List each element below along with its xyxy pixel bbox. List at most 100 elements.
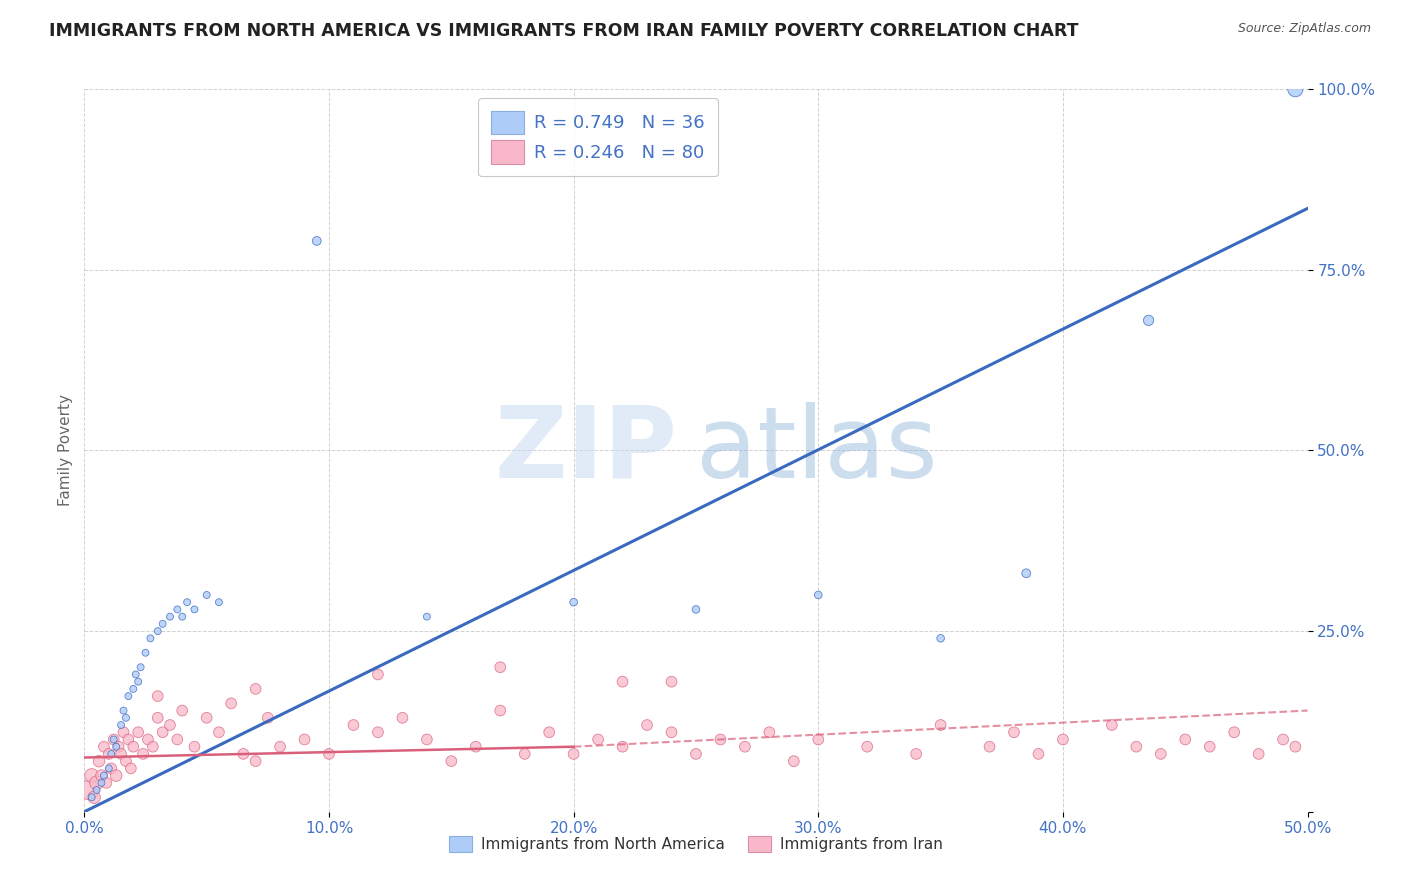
Point xyxy=(538,725,561,739)
Point xyxy=(83,790,105,805)
Point xyxy=(318,747,340,761)
Point xyxy=(636,718,658,732)
Point xyxy=(257,711,280,725)
Point xyxy=(1247,747,1270,761)
Point xyxy=(142,739,165,754)
Point xyxy=(1284,739,1306,754)
Point xyxy=(159,609,181,624)
Point xyxy=(562,595,585,609)
Point xyxy=(117,689,139,703)
Text: ZIP: ZIP xyxy=(495,402,678,499)
Text: Source: ZipAtlas.com: Source: ZipAtlas.com xyxy=(1237,22,1371,36)
Point xyxy=(758,725,780,739)
Point xyxy=(342,718,364,732)
Point xyxy=(1284,82,1306,96)
Point xyxy=(139,632,162,646)
Point xyxy=(489,704,512,718)
Point xyxy=(125,667,148,681)
Point xyxy=(159,718,181,732)
Point xyxy=(807,732,830,747)
Point xyxy=(115,754,138,768)
Point xyxy=(127,674,149,689)
Point xyxy=(1150,747,1173,761)
Point xyxy=(1272,732,1295,747)
Point xyxy=(112,704,135,718)
Point xyxy=(103,732,125,747)
Point xyxy=(807,588,830,602)
Point xyxy=(135,646,157,660)
Point xyxy=(208,595,231,609)
Point xyxy=(93,739,115,754)
Point xyxy=(612,739,634,754)
Point xyxy=(219,696,242,710)
Point xyxy=(129,660,152,674)
Point xyxy=(612,674,634,689)
Point xyxy=(979,739,1001,754)
Point xyxy=(489,660,512,674)
Point xyxy=(107,739,129,754)
Point xyxy=(166,602,188,616)
Point xyxy=(152,725,174,739)
Point xyxy=(416,609,439,624)
Point xyxy=(440,754,463,768)
Point xyxy=(1002,725,1025,739)
Point xyxy=(146,624,169,639)
Point xyxy=(208,725,231,739)
Point xyxy=(245,754,267,768)
Point xyxy=(96,776,118,790)
Point xyxy=(929,718,952,732)
Point xyxy=(152,616,174,631)
Point xyxy=(90,776,112,790)
Point xyxy=(734,739,756,754)
Point xyxy=(110,747,132,761)
Point xyxy=(80,769,103,783)
Point xyxy=(172,704,194,718)
Point xyxy=(1101,718,1123,732)
Point xyxy=(783,754,806,768)
Point xyxy=(122,739,145,754)
Point xyxy=(146,711,169,725)
Point xyxy=(513,747,536,761)
Point xyxy=(86,776,108,790)
Point xyxy=(1015,566,1038,581)
Point xyxy=(77,783,100,797)
Legend: Immigrants from North America, Immigrants from Iran: Immigrants from North America, Immigrant… xyxy=(443,830,949,858)
Point xyxy=(1137,313,1160,327)
Point xyxy=(685,602,707,616)
Point xyxy=(391,711,413,725)
Point xyxy=(367,725,389,739)
Text: IMMIGRANTS FROM NORTH AMERICA VS IMMIGRANTS FROM IRAN FAMILY POVERTY CORRELATION: IMMIGRANTS FROM NORTH AMERICA VS IMMIGRA… xyxy=(49,22,1078,40)
Point xyxy=(661,725,683,739)
Point xyxy=(183,602,205,616)
Point xyxy=(367,667,389,681)
Point xyxy=(90,769,112,783)
Point xyxy=(1223,725,1246,739)
Point xyxy=(103,732,125,747)
Point xyxy=(586,732,609,747)
Point xyxy=(661,674,683,689)
Point xyxy=(132,747,155,761)
Point xyxy=(416,732,439,747)
Point xyxy=(120,761,142,775)
Y-axis label: Family Poverty: Family Poverty xyxy=(58,394,73,507)
Point xyxy=(709,732,731,747)
Point xyxy=(905,747,928,761)
Point xyxy=(176,595,198,609)
Point xyxy=(195,588,218,602)
Point xyxy=(97,747,120,761)
Point xyxy=(117,732,139,747)
Point xyxy=(1052,732,1074,747)
Point xyxy=(269,739,291,754)
Point xyxy=(562,747,585,761)
Point xyxy=(122,681,145,696)
Point xyxy=(93,769,115,783)
Point xyxy=(685,747,707,761)
Point xyxy=(245,681,267,696)
Point xyxy=(127,725,149,739)
Point xyxy=(86,783,108,797)
Point xyxy=(1028,747,1050,761)
Point xyxy=(929,632,952,646)
Point xyxy=(110,718,132,732)
Point xyxy=(172,609,194,624)
Point xyxy=(146,689,169,703)
